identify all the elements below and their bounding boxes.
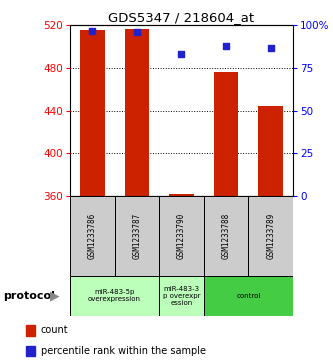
Text: count: count: [41, 325, 69, 335]
Text: GSM1233788: GSM1233788: [221, 213, 231, 259]
Text: protocol: protocol: [3, 291, 55, 301]
Bar: [80, 30, 105, 196]
Bar: [70, 276, 159, 316]
Title: GDS5347 / 218604_at: GDS5347 / 218604_at: [109, 11, 254, 24]
Bar: [159, 276, 204, 316]
Point: [223, 43, 229, 49]
Point: [268, 45, 273, 50]
Text: GSM1233789: GSM1233789: [266, 213, 275, 259]
Text: miR-483-5p
overexpression: miR-483-5p overexpression: [88, 289, 141, 302]
Bar: [258, 106, 283, 196]
Bar: [204, 276, 293, 316]
Point: [179, 52, 184, 57]
Text: miR-483-3
p overexpr
ession: miR-483-3 p overexpr ession: [163, 286, 200, 306]
Text: GSM1233787: GSM1233787: [132, 213, 142, 259]
Text: control: control: [236, 293, 261, 299]
Bar: [70, 196, 115, 276]
Point: [90, 28, 95, 33]
Bar: [214, 72, 238, 196]
Bar: [26, 346, 35, 356]
Bar: [204, 196, 248, 276]
Text: percentile rank within the sample: percentile rank within the sample: [41, 346, 206, 356]
Text: GSM1233786: GSM1233786: [88, 213, 97, 259]
Point: [134, 29, 140, 35]
Bar: [159, 196, 204, 276]
Bar: [115, 196, 159, 276]
Bar: [26, 325, 35, 336]
Text: ▶: ▶: [50, 289, 60, 302]
Text: GSM1233790: GSM1233790: [177, 213, 186, 259]
Bar: [169, 194, 194, 196]
Bar: [248, 196, 293, 276]
Bar: [125, 29, 149, 196]
